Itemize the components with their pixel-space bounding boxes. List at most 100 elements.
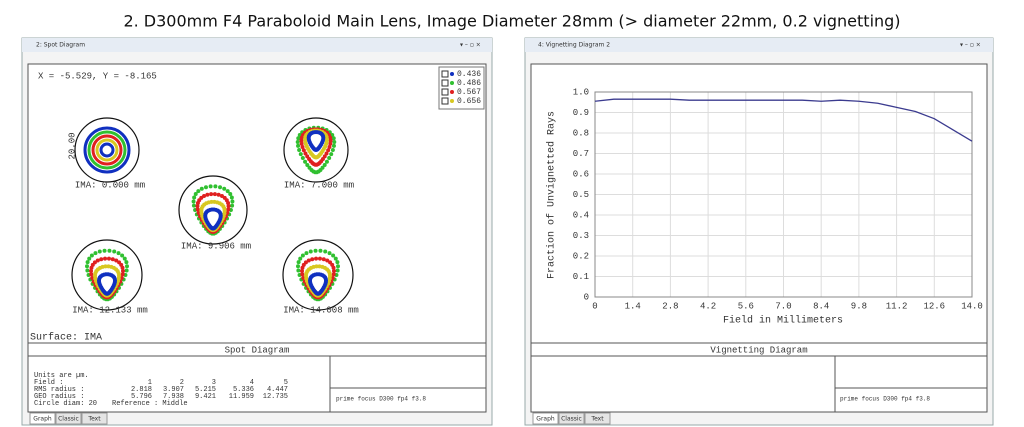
y-tick-label: 0.3 (573, 231, 589, 241)
spot-dot (116, 251, 121, 256)
field-label: IMA: 9.906 mm (181, 241, 251, 251)
spot-dot (324, 159, 329, 164)
tab-label[interactable]: Classic (58, 416, 79, 423)
spot-dot (324, 151, 329, 156)
legend-label: 0.656 (457, 97, 481, 106)
y-tick-label: 0.9 (573, 108, 589, 118)
tab-label[interactable]: Classic (561, 416, 582, 423)
table-cell: 2.818 (131, 386, 152, 394)
tab-label[interactable]: Graph (536, 416, 555, 423)
tab[interactable] (558, 412, 585, 425)
tab[interactable] (29, 412, 56, 425)
table-cell: 5.336 (233, 386, 254, 394)
spot-dot (300, 272, 305, 277)
spot-dot (228, 192, 233, 197)
table-cell: RMS radius : (34, 386, 84, 394)
spot-dot (117, 260, 122, 265)
spot-dot (310, 257, 315, 262)
spot-dot (85, 264, 90, 269)
spot-window: 2: Spot Diagram ▾ – ▫ × X = -5.529, Y = … (21, 37, 493, 426)
legend-checkbox[interactable] (441, 97, 449, 105)
y-tick-label: 0 (584, 292, 589, 302)
spot-dot (120, 268, 125, 273)
spot-ring (87, 130, 127, 170)
axes-frame (594, 91, 973, 298)
tab-label[interactable]: Text (590, 416, 604, 423)
spot-dot (119, 276, 124, 280)
table-header: Field : (34, 379, 63, 387)
chart: 0 0.1 0.2 0.3 0.4 0.5 0.6 0.7 0.8 0.9 1.0 0 1.4 2.8 4.… (573, 87, 983, 311)
spot-dot (107, 248, 112, 253)
spot-dot (299, 138, 304, 143)
y-tick-label: 0.8 (573, 128, 589, 138)
spot-dot (303, 159, 308, 164)
spot-dot (297, 148, 302, 152)
spot-dot (317, 264, 322, 269)
spot-dot (322, 163, 327, 168)
title-bar (525, 38, 993, 52)
legend-checkbox[interactable] (441, 70, 449, 78)
x-tick-label: 4.2 (700, 301, 716, 311)
spot-dot (328, 135, 333, 140)
plot-area (530, 63, 988, 344)
x-axis-label: Field in Millimeters (723, 315, 843, 327)
tab-label[interactable]: Text (87, 416, 101, 423)
spot-dot (305, 163, 310, 168)
tab[interactable] (532, 412, 559, 425)
spot-dot (323, 249, 328, 254)
spot-dot (226, 207, 231, 212)
table-note: Units are µm. (34, 372, 89, 380)
legend-checkbox[interactable] (441, 88, 449, 96)
spot-dot (330, 148, 335, 152)
table-header: 1 (148, 379, 152, 387)
tab-label[interactable]: Graph (33, 416, 52, 423)
window-controls[interactable]: ▾ – ▫ × (460, 42, 481, 49)
spot-dot (300, 268, 305, 273)
spot-dot (301, 148, 306, 153)
spot-dot (124, 268, 129, 273)
tab[interactable] (55, 412, 82, 425)
spot-dot (89, 268, 94, 273)
spot-dot (328, 260, 333, 265)
spot-dot (296, 264, 301, 269)
spot-dot (296, 260, 301, 265)
spot-dot (90, 276, 95, 280)
legend-checkbox[interactable] (441, 79, 449, 87)
spot-dot (331, 143, 336, 148)
spot-dot (321, 137, 326, 142)
spot-dot (328, 141, 333, 146)
spot-dot (199, 186, 204, 191)
spot-dot (209, 192, 214, 197)
spot-dot (313, 248, 318, 253)
spot-dot (114, 258, 119, 263)
y-tick-label: 0.5 (573, 190, 589, 200)
surface-label: Surface: IMA (30, 332, 102, 344)
legend-label: 0.567 (457, 88, 481, 97)
spot-dot (97, 249, 102, 254)
spot-ring (95, 138, 119, 162)
spot-dot (300, 145, 305, 149)
y-axis-label: Fraction of Unvignetted Rays (546, 111, 558, 279)
spot-dot (335, 260, 340, 265)
spot-dot (103, 256, 108, 261)
table-cell: 9.421 (195, 393, 216, 401)
tab[interactable] (81, 412, 108, 425)
window-title: 2: Spot Diagram (36, 42, 85, 49)
y-tick-label: 0.1 (573, 272, 589, 282)
spot-dot (314, 256, 319, 261)
spot-dot (124, 264, 129, 269)
spot-dot (112, 249, 117, 254)
spot-dot (193, 192, 198, 197)
spot-dot (331, 268, 336, 273)
spot-circle (178, 175, 248, 245)
tab[interactable] (584, 412, 611, 425)
spot-dot (303, 151, 308, 156)
spot-dot (333, 256, 338, 261)
spot-dot (195, 201, 200, 206)
legend-marker (450, 72, 454, 76)
spot-dot (219, 194, 224, 199)
description: prime focus D300 fp4 f3.8 (840, 396, 930, 403)
x-tick-label: 11.2 (886, 301, 908, 311)
window-controls[interactable]: ▾ – ▫ × (960, 42, 981, 49)
spot-dot (226, 204, 231, 209)
